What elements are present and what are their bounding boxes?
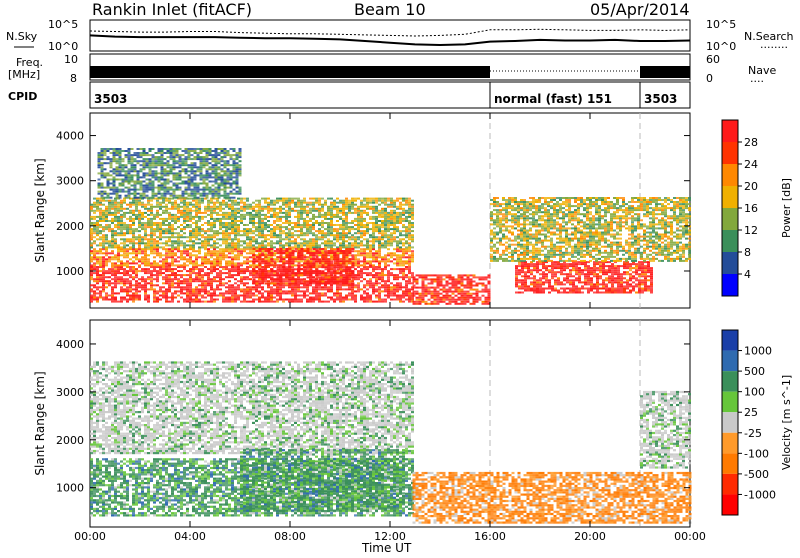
colorbar-tick-label: 20: [744, 180, 758, 193]
cpid-segment-label: normal (fast) 151: [494, 92, 612, 106]
colorbar-swatch: [722, 186, 738, 208]
nave-tick-bottom: 0: [706, 72, 713, 85]
velocity-panel: 1000 2000 3000 4000 Slant Range [km]: [33, 320, 692, 527]
y-tick-label: 2000: [56, 220, 84, 233]
colorbar-tick-label: 12: [744, 224, 758, 237]
colorbar-tick-label: -500: [744, 468, 769, 481]
station-title: Rankin Inlet (fitACF): [92, 0, 252, 19]
colorbar-tick-label: 8: [744, 246, 751, 259]
nave-marker: ....: [750, 72, 764, 85]
freq-tick-bottom: 8: [70, 72, 77, 85]
cpid-panel: CPID 3503 normal (fast) 151 3503: [8, 82, 690, 108]
colorbar-tick-label: 16: [744, 202, 758, 215]
colorbar-swatch: [722, 412, 738, 433]
x-tick-label: 04:00: [174, 530, 206, 543]
beam-title: Beam 10: [354, 0, 426, 19]
x-tick-label: 20:00: [574, 530, 606, 543]
cpid-label: CPID: [8, 90, 37, 103]
colorbar-swatch: [722, 494, 738, 515]
y-tick-label: 1000: [56, 265, 84, 278]
colorbar-swatch: [722, 142, 738, 164]
noise-tick-right-top: 10^5: [706, 18, 736, 31]
y-tick-label: 4000: [56, 130, 84, 143]
nsearch-marker: ........: [760, 38, 788, 51]
colorbar-swatch: [722, 351, 738, 372]
colorbar-swatch: [722, 274, 738, 296]
colorbar-swatch: [722, 453, 738, 474]
date-title: 05/Apr/2014: [590, 0, 690, 19]
noise-panel: N.Sky 10^5 10^0 10^5 10^0 N.Search .....…: [6, 18, 794, 53]
colorbar-tick-label: 4: [744, 268, 751, 281]
colorbar-tick-label: -100: [744, 447, 769, 460]
y-axis-label: Slant Range [km]: [33, 371, 47, 475]
y-tick-label: 3000: [56, 386, 84, 399]
colorbar-label: Power [dB]: [780, 178, 793, 238]
freq-label-bottom: [MHz]: [8, 68, 40, 81]
nave-tick-top: 60: [706, 53, 720, 66]
colorbar-swatch: [722, 164, 738, 186]
freq-tick-top: 10: [64, 53, 78, 66]
colorbar-tick-label: 25: [744, 406, 758, 419]
cpid-segment-label: 3503: [94, 92, 127, 106]
frequency-panel: Freq. [MHz] 10 8 60 0 Nave ....: [8, 53, 776, 85]
x-tick-label: 00:00: [674, 530, 706, 543]
time-axis-label: Time UT: [361, 541, 412, 554]
noise-tick-left-top: 10^5: [48, 18, 78, 31]
noise-tick-right-bottom: 10^0: [706, 40, 736, 53]
y-axis-label: Slant Range [km]: [33, 158, 47, 262]
x-tick-label: 08:00: [274, 530, 306, 543]
y-tick-label: 2000: [56, 434, 84, 447]
colorbar-swatch: [722, 120, 738, 142]
cpid-segment-label: 3503: [644, 92, 677, 106]
noise-line-nsky: [90, 35, 690, 45]
colorbar-swatch: [722, 433, 738, 454]
freq-segment: [90, 66, 490, 78]
colorbar-swatch: [722, 252, 738, 274]
colorbar-swatch: [722, 230, 738, 252]
nsky-label: N.Sky: [6, 30, 38, 43]
noise-line-nsearch: [90, 29, 690, 36]
colorbar-tick-label: 100: [744, 386, 765, 399]
noise-tick-left-bottom: 10^0: [48, 40, 78, 53]
y-tick-label: 1000: [56, 482, 84, 495]
power-panel: 1000 2000 3000 4000 Slant Range [km]: [33, 113, 691, 308]
colorbar-tick-label: 24: [744, 158, 758, 171]
colorbar-tick-label: 28: [744, 136, 758, 149]
freq-segment: [640, 66, 690, 78]
colorbar-label: Velocity [m s^-1]: [780, 375, 793, 470]
x-tick-label: 16:00: [474, 530, 506, 543]
y-tick-label: 3000: [56, 175, 84, 188]
colorbar-tick-label: 500: [744, 365, 765, 378]
velocity-colorbar: 1000 500 100 25 -25 -100 -500 -1000 Velocity [m …: [722, 330, 793, 515]
power-colorbar: 28 24 20 16 12 8 4 Power [dB]: [722, 120, 793, 296]
y-tick-label: 4000: [56, 338, 84, 351]
colorbar-swatch: [722, 208, 738, 230]
colorbar-tick-label: 1000: [744, 345, 772, 358]
colorbar-tick-label: -1000: [744, 488, 776, 501]
colorbar-swatch: [722, 474, 738, 495]
colorbar-tick-label: -25: [744, 427, 762, 440]
colorbar-swatch: [722, 371, 738, 392]
x-tick-label: 00:00: [74, 530, 106, 543]
colorbar-swatch: [722, 330, 738, 351]
colorbar-swatch: [722, 392, 738, 413]
